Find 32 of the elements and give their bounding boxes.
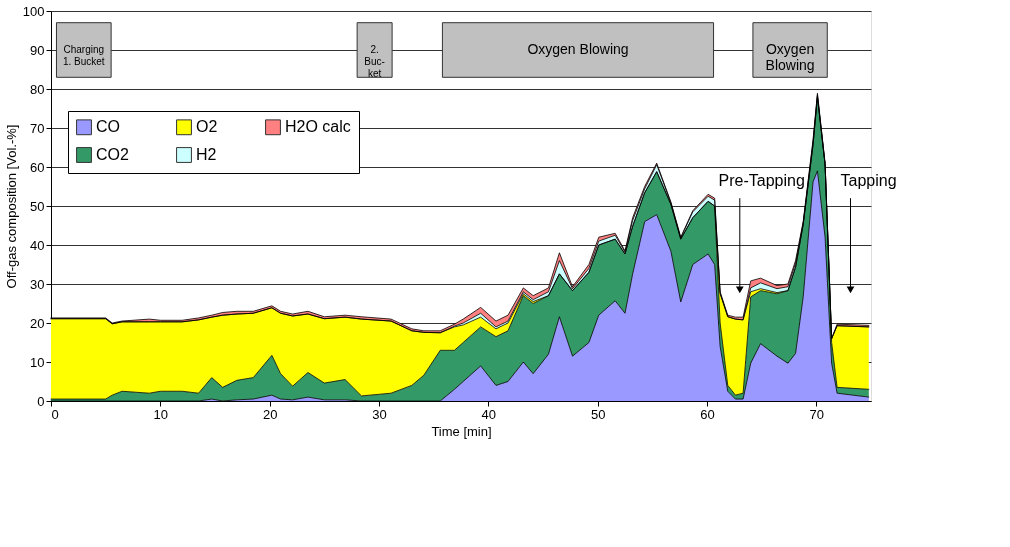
x-axis-title: Time [min] xyxy=(431,423,492,439)
y-tick-label: 80 xyxy=(30,81,45,97)
legend-label: H2O calc xyxy=(285,118,351,136)
y-tick-label: 0 xyxy=(37,393,45,409)
y-tick-label: 90 xyxy=(30,42,45,58)
y-tick-label: 60 xyxy=(30,159,45,175)
band-label: Oxygen Blowing xyxy=(527,41,629,57)
y-tick-label: 50 xyxy=(30,198,45,214)
band-label: Oxygen Blowing xyxy=(765,41,815,73)
x-tick-label: 30 xyxy=(372,406,387,422)
y-tick-label: 100 xyxy=(22,3,45,19)
y-axis-title: Off-gas composition [Vol.-%] xyxy=(3,124,19,289)
annotation: Pre-Tapping xyxy=(718,171,805,189)
annotation: Tapping xyxy=(840,171,897,189)
x-tick-label: 70 xyxy=(809,406,825,422)
x-tick-label: 60 xyxy=(700,406,715,422)
legend-label: H2 xyxy=(196,146,217,163)
y-tick-label: 10 xyxy=(30,354,45,370)
y-tick-label: 20 xyxy=(30,315,45,331)
legend-label: CO2 xyxy=(96,146,129,163)
legend-label: CO xyxy=(96,118,120,136)
y-tick-label: 40 xyxy=(30,237,45,253)
y-tick-label: 30 xyxy=(30,276,45,292)
x-tick-label: 40 xyxy=(481,406,497,422)
x-tick-label: 20 xyxy=(262,406,278,422)
x-tick-label: 0 xyxy=(51,406,59,422)
y-tick-label: 70 xyxy=(30,120,45,136)
band-label: 2. Buc- ket xyxy=(364,44,385,79)
legend-label: O2 xyxy=(196,118,218,136)
band-label: Charging 1. Bucket xyxy=(62,44,105,67)
x-tick-label: 10 xyxy=(153,406,169,422)
x-tick-label: 50 xyxy=(590,406,606,422)
